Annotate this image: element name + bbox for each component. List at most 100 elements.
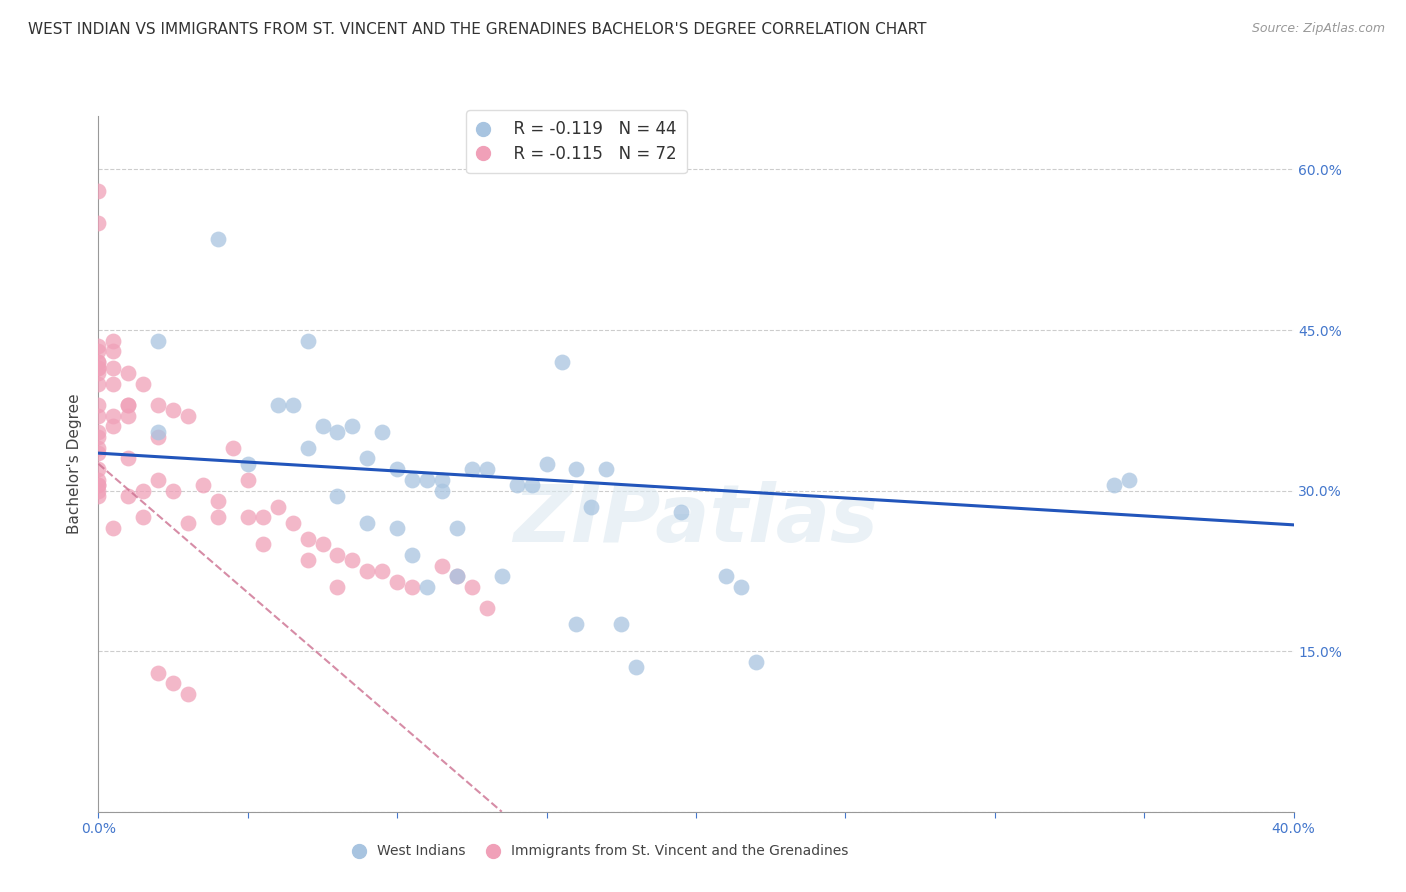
Point xyxy=(446,569,468,583)
Point xyxy=(475,601,498,615)
Point xyxy=(371,425,394,439)
Point xyxy=(103,419,125,434)
Point xyxy=(117,409,139,423)
Point xyxy=(1118,473,1140,487)
Point xyxy=(148,425,170,439)
Point xyxy=(117,451,139,466)
Point xyxy=(610,617,633,632)
Point xyxy=(103,376,125,391)
Point xyxy=(342,419,364,434)
Point xyxy=(267,500,290,514)
Legend: West Indians, Immigrants from St. Vincent and the Grenadines: West Indians, Immigrants from St. Vincen… xyxy=(346,838,855,864)
Point xyxy=(87,339,110,353)
Point xyxy=(236,473,259,487)
Point xyxy=(87,398,110,412)
Point xyxy=(267,398,290,412)
Point xyxy=(87,478,110,492)
Point xyxy=(177,687,200,701)
Point xyxy=(520,478,543,492)
Point xyxy=(1104,478,1126,492)
Point xyxy=(148,473,170,487)
Point xyxy=(491,569,513,583)
Point xyxy=(446,569,468,583)
Point xyxy=(401,548,423,562)
Point xyxy=(297,334,319,348)
Point xyxy=(430,483,453,498)
Point xyxy=(117,398,139,412)
Point xyxy=(236,457,259,471)
Point xyxy=(87,344,110,359)
Point xyxy=(297,553,319,567)
Point xyxy=(356,516,378,530)
Text: ZIPatlas: ZIPatlas xyxy=(513,481,879,558)
Point xyxy=(669,505,692,519)
Point xyxy=(297,532,319,546)
Text: Source: ZipAtlas.com: Source: ZipAtlas.com xyxy=(1251,22,1385,36)
Point xyxy=(565,462,588,476)
Point xyxy=(103,521,125,535)
Point xyxy=(87,376,110,391)
Point xyxy=(207,494,229,508)
Point xyxy=(385,462,409,476)
Point xyxy=(401,473,423,487)
Point xyxy=(461,462,484,476)
Point xyxy=(87,430,110,444)
Point xyxy=(87,216,110,230)
Point xyxy=(252,537,274,551)
Point xyxy=(326,489,349,503)
Point xyxy=(162,676,184,690)
Point xyxy=(385,574,409,589)
Point xyxy=(87,360,110,375)
Point xyxy=(536,457,558,471)
Point xyxy=(714,569,737,583)
Point xyxy=(148,665,170,680)
Point xyxy=(326,580,349,594)
Point xyxy=(385,521,409,535)
Point xyxy=(87,462,110,476)
Point xyxy=(371,564,394,578)
Point xyxy=(117,398,139,412)
Point xyxy=(148,334,170,348)
Point xyxy=(461,580,484,594)
Point xyxy=(117,366,139,380)
Point xyxy=(117,489,139,503)
Point xyxy=(401,580,423,594)
Point xyxy=(281,516,304,530)
Point xyxy=(87,355,110,369)
Point xyxy=(87,441,110,455)
Point xyxy=(103,409,125,423)
Point xyxy=(446,521,468,535)
Text: WEST INDIAN VS IMMIGRANTS FROM ST. VINCENT AND THE GRENADINES BACHELOR'S DEGREE : WEST INDIAN VS IMMIGRANTS FROM ST. VINCE… xyxy=(28,22,927,37)
Point xyxy=(626,660,648,674)
Point xyxy=(87,409,110,423)
Point xyxy=(281,398,304,412)
Point xyxy=(430,473,453,487)
Point xyxy=(132,510,155,524)
Point xyxy=(177,516,200,530)
Point xyxy=(87,473,110,487)
Point xyxy=(550,355,572,369)
Point xyxy=(87,360,110,375)
Point xyxy=(416,473,439,487)
Point xyxy=(342,553,364,567)
Point xyxy=(297,441,319,455)
Point xyxy=(87,489,110,503)
Point xyxy=(87,355,110,369)
Point xyxy=(581,500,603,514)
Point xyxy=(475,462,498,476)
Point xyxy=(207,232,229,246)
Point xyxy=(87,366,110,380)
Point xyxy=(103,344,125,359)
Point xyxy=(207,510,229,524)
Point xyxy=(326,425,349,439)
Point xyxy=(236,510,259,524)
Point xyxy=(252,510,274,524)
Point xyxy=(191,478,214,492)
Point xyxy=(132,376,155,391)
Point xyxy=(148,398,170,412)
Point xyxy=(506,478,529,492)
Point xyxy=(87,425,110,439)
Point xyxy=(416,580,439,594)
Point xyxy=(103,360,125,375)
Point xyxy=(177,409,200,423)
